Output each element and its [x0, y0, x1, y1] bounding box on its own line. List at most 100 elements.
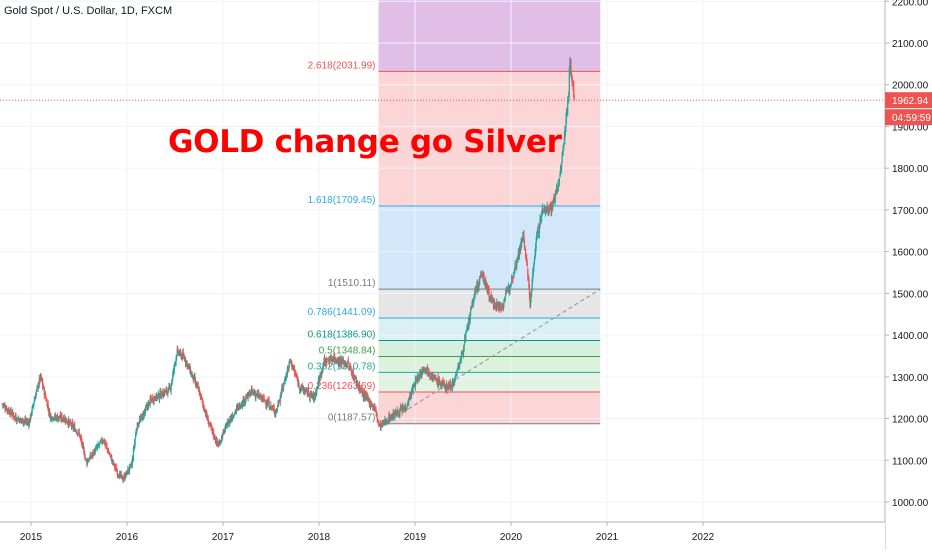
time-tick-label: 2015 [20, 532, 43, 543]
candle-body [458, 366, 460, 368]
candle-body [371, 404, 373, 406]
candle-body [268, 400, 270, 408]
candle-body [43, 387, 45, 395]
candle-body [255, 394, 257, 398]
candle-body [475, 288, 477, 291]
candle-body [101, 441, 104, 444]
candle-body [75, 430, 77, 432]
candle-body [439, 380, 441, 386]
fib-zone-0618-0786 [378, 317, 601, 341]
candle-body [370, 404, 372, 408]
candle-body [533, 257, 536, 265]
candle-body [166, 387, 168, 393]
candle-body [80, 436, 82, 439]
candle-body [169, 386, 171, 389]
candle-body [162, 392, 164, 398]
price-axis[interactable] [885, 0, 932, 550]
candle-body [438, 378, 440, 385]
candle-body [477, 285, 479, 291]
candle-body [231, 417, 233, 421]
candle-body [71, 423, 73, 428]
candle-body [265, 404, 267, 406]
candle-body [137, 423, 139, 427]
candle-body [77, 433, 79, 435]
candle-body [148, 401, 150, 403]
candle-body [233, 416, 235, 418]
candle-body [299, 388, 301, 390]
candle-body [421, 371, 423, 374]
candle-body [509, 284, 511, 291]
fib-level-label: 2.618(2031.99) [308, 60, 376, 71]
candle-body [219, 442, 221, 445]
candle-body [555, 193, 557, 195]
candle-body [471, 303, 474, 306]
candle-body [304, 391, 306, 393]
candle-body [462, 349, 465, 354]
candle-body [79, 433, 81, 438]
price-tick-label: 2100.00 [892, 39, 929, 50]
candle-body [270, 406, 272, 408]
fib-trend-line [384, 288, 601, 425]
candle-body [302, 389, 305, 392]
candle-body [259, 396, 261, 397]
candle-body [435, 377, 437, 381]
time-axis[interactable] [0, 522, 885, 550]
candle-body [314, 395, 316, 398]
candle-body [398, 412, 400, 415]
candle-body [245, 397, 247, 402]
candle-body [301, 384, 303, 389]
candle-body [226, 425, 228, 429]
candle-body [413, 384, 415, 386]
candle-body [542, 208, 544, 212]
candle-body [155, 400, 157, 402]
time-tick-label: 2016 [116, 532, 139, 543]
candle-body [376, 411, 378, 416]
candle-body [281, 387, 283, 394]
candle-body [553, 197, 555, 201]
candle-body [518, 250, 521, 257]
candle-body [327, 358, 329, 360]
candle-body [309, 394, 311, 399]
candle-body [315, 392, 317, 394]
candle-body [565, 114, 568, 119]
candle-body [54, 415, 56, 418]
candle-body [442, 380, 444, 385]
candle-body [533, 263, 535, 269]
candle-body [176, 349, 178, 355]
candle-body [525, 256, 527, 258]
candle-body [468, 318, 470, 326]
candle-body [568, 92, 570, 101]
candle-body [289, 359, 291, 361]
candle-body [119, 473, 121, 479]
candle-body [220, 436, 223, 442]
candle-body [112, 460, 114, 462]
candle-body [474, 288, 476, 295]
candle-body [570, 74, 573, 77]
headline-annotation[interactable]: GOLD change go Silver [168, 124, 562, 160]
candle-body [22, 417, 24, 424]
fib-level-label: 0.236(1263.69) [308, 381, 376, 392]
candle-body [470, 309, 472, 311]
candle-body [534, 254, 536, 258]
candle-body [131, 458, 133, 465]
candle-body [125, 473, 127, 475]
candle-body [355, 377, 357, 384]
candle-body [532, 272, 534, 281]
candle-body [353, 377, 356, 381]
candle-body [104, 439, 106, 445]
candle-body [271, 408, 273, 409]
candle-body [198, 388, 200, 390]
candle-body [63, 420, 65, 421]
candle-body [297, 382, 300, 384]
candle-body [547, 207, 549, 211]
candle-body [558, 178, 560, 182]
candle-body [328, 360, 330, 362]
candle-body [171, 381, 173, 385]
candle-body [331, 359, 333, 362]
candle-body [107, 451, 110, 453]
candle-body [214, 434, 216, 440]
candle-body [114, 464, 116, 468]
candle-body [117, 474, 119, 476]
